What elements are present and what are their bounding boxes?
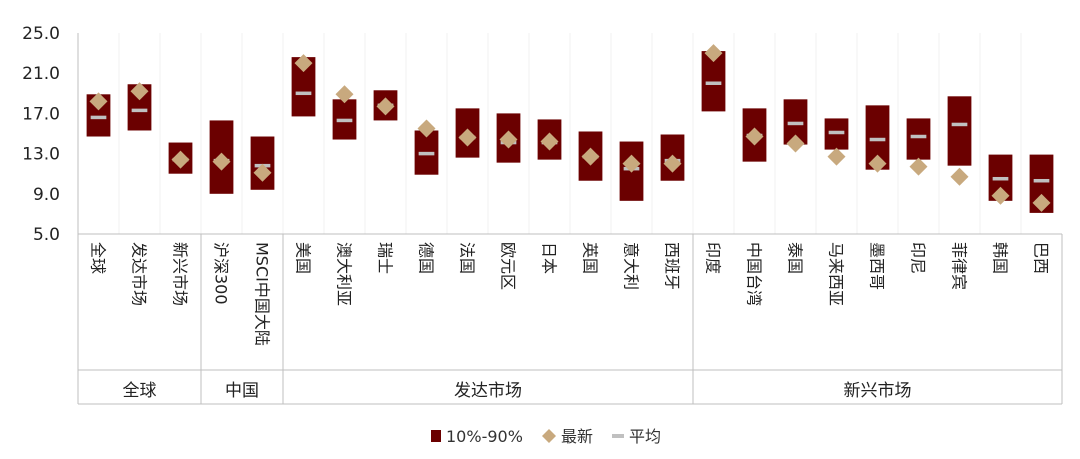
average-marker bbox=[828, 130, 845, 135]
category-label: 意大利 bbox=[622, 242, 641, 290]
average-marker bbox=[869, 137, 886, 142]
group-label: 新兴市场 bbox=[844, 381, 912, 401]
latest-marker bbox=[458, 128, 477, 147]
legend-label-latest: 最新 bbox=[561, 427, 593, 446]
y-tick-label: 21.0 bbox=[22, 64, 60, 84]
average-marker bbox=[418, 151, 435, 156]
y-tick-label: 25.0 bbox=[22, 24, 60, 44]
category-label: 美国 bbox=[294, 242, 313, 274]
average-marker bbox=[295, 91, 312, 96]
latest-marker bbox=[253, 163, 272, 182]
category-label: 墨西哥 bbox=[868, 242, 887, 290]
legend: 10%-90% 最新 平均 bbox=[431, 427, 661, 446]
latest-marker bbox=[622, 154, 641, 173]
y-axis: 5.0 9.0 13.0 17.0 21.0 25.0 bbox=[22, 24, 79, 245]
range-bar bbox=[291, 57, 316, 117]
latest-marker bbox=[786, 134, 805, 153]
range-bar bbox=[701, 51, 726, 112]
category-label: 菲律宾 bbox=[950, 242, 969, 290]
category-label: 西班牙 bbox=[663, 242, 682, 290]
range-bar bbox=[86, 94, 111, 137]
category-label: 印度 bbox=[704, 242, 723, 274]
average-marker bbox=[131, 108, 148, 113]
category-label: 德国 bbox=[417, 242, 436, 274]
category-label: 印尼 bbox=[909, 242, 928, 274]
category-label: 全球 bbox=[89, 242, 108, 274]
latest-marker bbox=[704, 44, 723, 63]
category-label: 法国 bbox=[458, 242, 477, 274]
average-marker bbox=[992, 176, 1009, 181]
category-label: 韩国 bbox=[991, 242, 1010, 274]
category-label: 新兴市场 bbox=[171, 242, 190, 306]
latest-marker bbox=[745, 127, 764, 146]
y-tick-label: 9.0 bbox=[33, 185, 60, 205]
group-label: 全球 bbox=[123, 381, 157, 401]
range-bars bbox=[86, 33, 1054, 234]
legend-label-band: 10%-90% bbox=[446, 427, 523, 446]
group-labels: 全球 中国 发达市场 新兴市场 bbox=[123, 234, 912, 404]
latest-marker bbox=[868, 154, 887, 173]
average-marker bbox=[90, 115, 107, 120]
average-marker bbox=[1033, 178, 1050, 183]
legend-label-average: 平均 bbox=[629, 427, 661, 446]
range-bar bbox=[250, 136, 275, 190]
category-label: 欧元区 bbox=[499, 242, 518, 290]
category-label: 巴西 bbox=[1032, 242, 1051, 274]
latest-marker bbox=[294, 54, 313, 73]
y-tick-label: 13.0 bbox=[22, 145, 60, 165]
category-label: 瑞士 bbox=[376, 242, 395, 274]
latest-marker bbox=[1032, 193, 1051, 212]
group-label: 发达市场 bbox=[454, 381, 522, 401]
legend-swatch-latest bbox=[542, 429, 556, 443]
latest-marker bbox=[212, 152, 231, 171]
y-tick-label: 17.0 bbox=[22, 104, 60, 124]
category-label: 中国台湾 bbox=[745, 242, 764, 306]
range-bar bbox=[1029, 154, 1054, 213]
latest-marker bbox=[581, 147, 600, 166]
latest-marker bbox=[417, 119, 436, 138]
category-label: 泰国 bbox=[786, 242, 805, 274]
range-bar bbox=[127, 84, 152, 131]
latest-marker bbox=[827, 147, 846, 166]
category-label: 马来西亚 bbox=[827, 242, 846, 306]
category-label: 澳大利亚 bbox=[335, 242, 354, 306]
latest-marker bbox=[171, 150, 190, 169]
group-label: 中国 bbox=[225, 381, 259, 401]
category-labels: 全球 发达市场 新兴市场 沪深300 MSCI中国大陆 美国 澳大利亚 瑞士 德国 法国 欧元区 日本… bbox=[77, 233, 1063, 405]
latest-marker bbox=[909, 157, 928, 176]
category-label: 日本 bbox=[540, 242, 559, 274]
category-label: 英国 bbox=[581, 242, 600, 274]
average-marker bbox=[336, 118, 353, 123]
category-label: 发达市场 bbox=[130, 242, 149, 306]
latest-marker bbox=[991, 186, 1010, 205]
category-label: 沪深300 bbox=[212, 242, 231, 305]
latest-marker bbox=[950, 167, 969, 186]
latest-marker bbox=[376, 97, 395, 116]
latest-marker bbox=[130, 82, 149, 101]
range-bar bbox=[906, 118, 931, 160]
average-marker bbox=[951, 122, 968, 127]
range-bar bbox=[947, 96, 972, 166]
range-bar bbox=[865, 105, 890, 170]
y-tick-label: 5.0 bbox=[33, 225, 60, 245]
average-marker bbox=[705, 81, 722, 85]
legend-swatch-band bbox=[431, 430, 441, 442]
latest-marker bbox=[663, 154, 682, 173]
legend-swatch-average bbox=[612, 434, 624, 438]
latest-marker bbox=[540, 132, 559, 151]
latest-marker bbox=[499, 130, 518, 149]
average-marker bbox=[910, 134, 927, 139]
latest-marker bbox=[335, 85, 354, 104]
latest-marker bbox=[89, 92, 108, 111]
average-marker bbox=[787, 121, 804, 126]
category-label: MSCI中国大陆 bbox=[253, 242, 272, 346]
